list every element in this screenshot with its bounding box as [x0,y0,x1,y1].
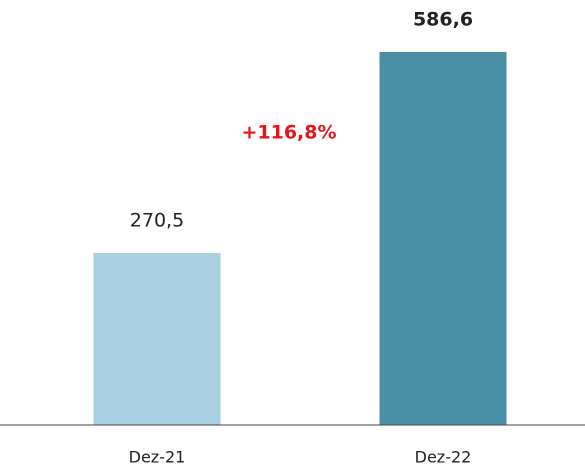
value-label: 586,6 [413,9,473,31]
x-tick-label: Dez-22 [415,448,472,465]
bar [379,52,507,425]
x-tick-label: Dez-21 [129,448,186,465]
annotation: +116,8% [241,122,336,144]
value-label: 270,5 [130,209,184,231]
bar [93,252,221,425]
